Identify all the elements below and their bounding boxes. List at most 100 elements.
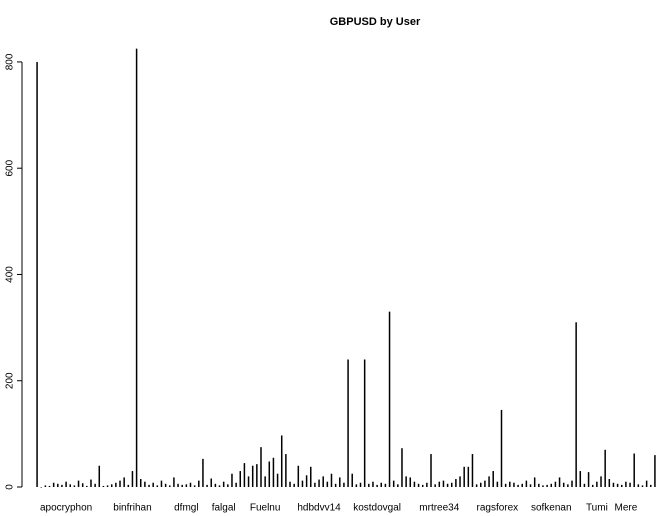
x-tick-label: ragsforex xyxy=(477,503,519,514)
bar xyxy=(409,477,412,487)
bar xyxy=(384,483,387,487)
bar xyxy=(579,471,582,487)
bar xyxy=(380,482,382,487)
bar xyxy=(575,322,577,487)
bar xyxy=(189,482,192,487)
bar xyxy=(44,485,47,487)
x-tick-label: sofkenan xyxy=(531,503,572,514)
bar xyxy=(587,472,590,487)
bar xyxy=(169,485,171,487)
bar xyxy=(562,482,565,487)
x-tick-label: Mere xyxy=(615,503,638,514)
bar xyxy=(471,454,474,487)
bar xyxy=(625,481,627,487)
bar xyxy=(455,479,457,487)
bar xyxy=(650,484,652,487)
bar xyxy=(612,482,615,487)
bar xyxy=(467,466,470,487)
bar xyxy=(115,482,117,487)
bar xyxy=(57,483,59,487)
x-tick-label: apocryphon xyxy=(40,503,92,514)
x-tick-label: Fuelnu xyxy=(250,503,281,514)
bar xyxy=(77,480,80,487)
bar xyxy=(127,484,130,487)
bar xyxy=(305,475,308,487)
chart-title: GBPUSD by User xyxy=(330,16,421,28)
bar xyxy=(442,480,445,487)
bar xyxy=(173,477,175,487)
bar xyxy=(156,485,159,487)
bar xyxy=(484,480,486,487)
bar xyxy=(417,483,420,487)
bar xyxy=(185,484,188,487)
bar xyxy=(36,61,38,487)
bar xyxy=(525,480,528,487)
bar xyxy=(276,473,279,487)
bar xyxy=(504,483,507,487)
bar xyxy=(463,466,465,487)
bar xyxy=(285,454,287,487)
bar xyxy=(397,484,399,487)
bar xyxy=(251,465,254,487)
bar xyxy=(148,484,150,487)
bar xyxy=(347,359,349,487)
bar xyxy=(102,485,105,487)
bar xyxy=(231,473,233,487)
bar xyxy=(69,484,71,487)
bar xyxy=(558,477,561,487)
bar xyxy=(110,484,113,487)
bar xyxy=(98,465,101,487)
bar xyxy=(554,481,557,487)
bar xyxy=(222,481,225,487)
bar xyxy=(401,448,403,487)
bar xyxy=(206,484,208,487)
bar xyxy=(492,471,494,487)
bar xyxy=(480,482,482,487)
bar xyxy=(256,464,258,487)
bar xyxy=(517,484,519,487)
x-tick-label: hdbdvv14 xyxy=(297,503,341,514)
bar xyxy=(310,466,312,487)
bar xyxy=(500,409,503,487)
bar xyxy=(94,483,96,487)
bar xyxy=(177,483,179,487)
x-tick-label: dfmgl xyxy=(174,503,198,514)
bar xyxy=(318,479,320,487)
bar xyxy=(297,465,300,487)
bar xyxy=(488,476,490,487)
bar xyxy=(314,482,316,487)
bar xyxy=(421,484,424,487)
bar xyxy=(405,476,407,487)
bar xyxy=(600,476,602,487)
bar xyxy=(392,480,395,487)
bar xyxy=(164,483,167,487)
bar xyxy=(48,485,51,487)
y-tick-label: 800 xyxy=(5,53,16,70)
bar xyxy=(343,482,345,487)
bar xyxy=(496,481,499,487)
bar xyxy=(326,481,329,487)
bar xyxy=(260,447,262,487)
bar xyxy=(608,479,611,487)
x-tick-label: falgal xyxy=(212,503,236,514)
bar xyxy=(268,461,271,487)
bar xyxy=(139,479,142,487)
bar xyxy=(52,482,55,487)
y-tick-label: 400 xyxy=(5,266,16,283)
x-tick-label: kostdovgal xyxy=(353,503,401,514)
bar xyxy=(181,484,183,487)
bar xyxy=(546,484,548,487)
bar xyxy=(538,483,540,487)
bar xyxy=(330,473,333,487)
bar xyxy=(152,482,154,487)
bar xyxy=(351,473,353,487)
bar xyxy=(218,485,221,487)
bar xyxy=(289,481,291,487)
bar xyxy=(596,481,598,487)
x-tick-label: binfrihan xyxy=(113,503,151,514)
bar xyxy=(616,483,619,487)
bar xyxy=(123,477,125,487)
bar xyxy=(272,457,275,487)
y-tick-label: 600 xyxy=(5,159,16,176)
y-tick-label: 0 xyxy=(5,484,16,490)
